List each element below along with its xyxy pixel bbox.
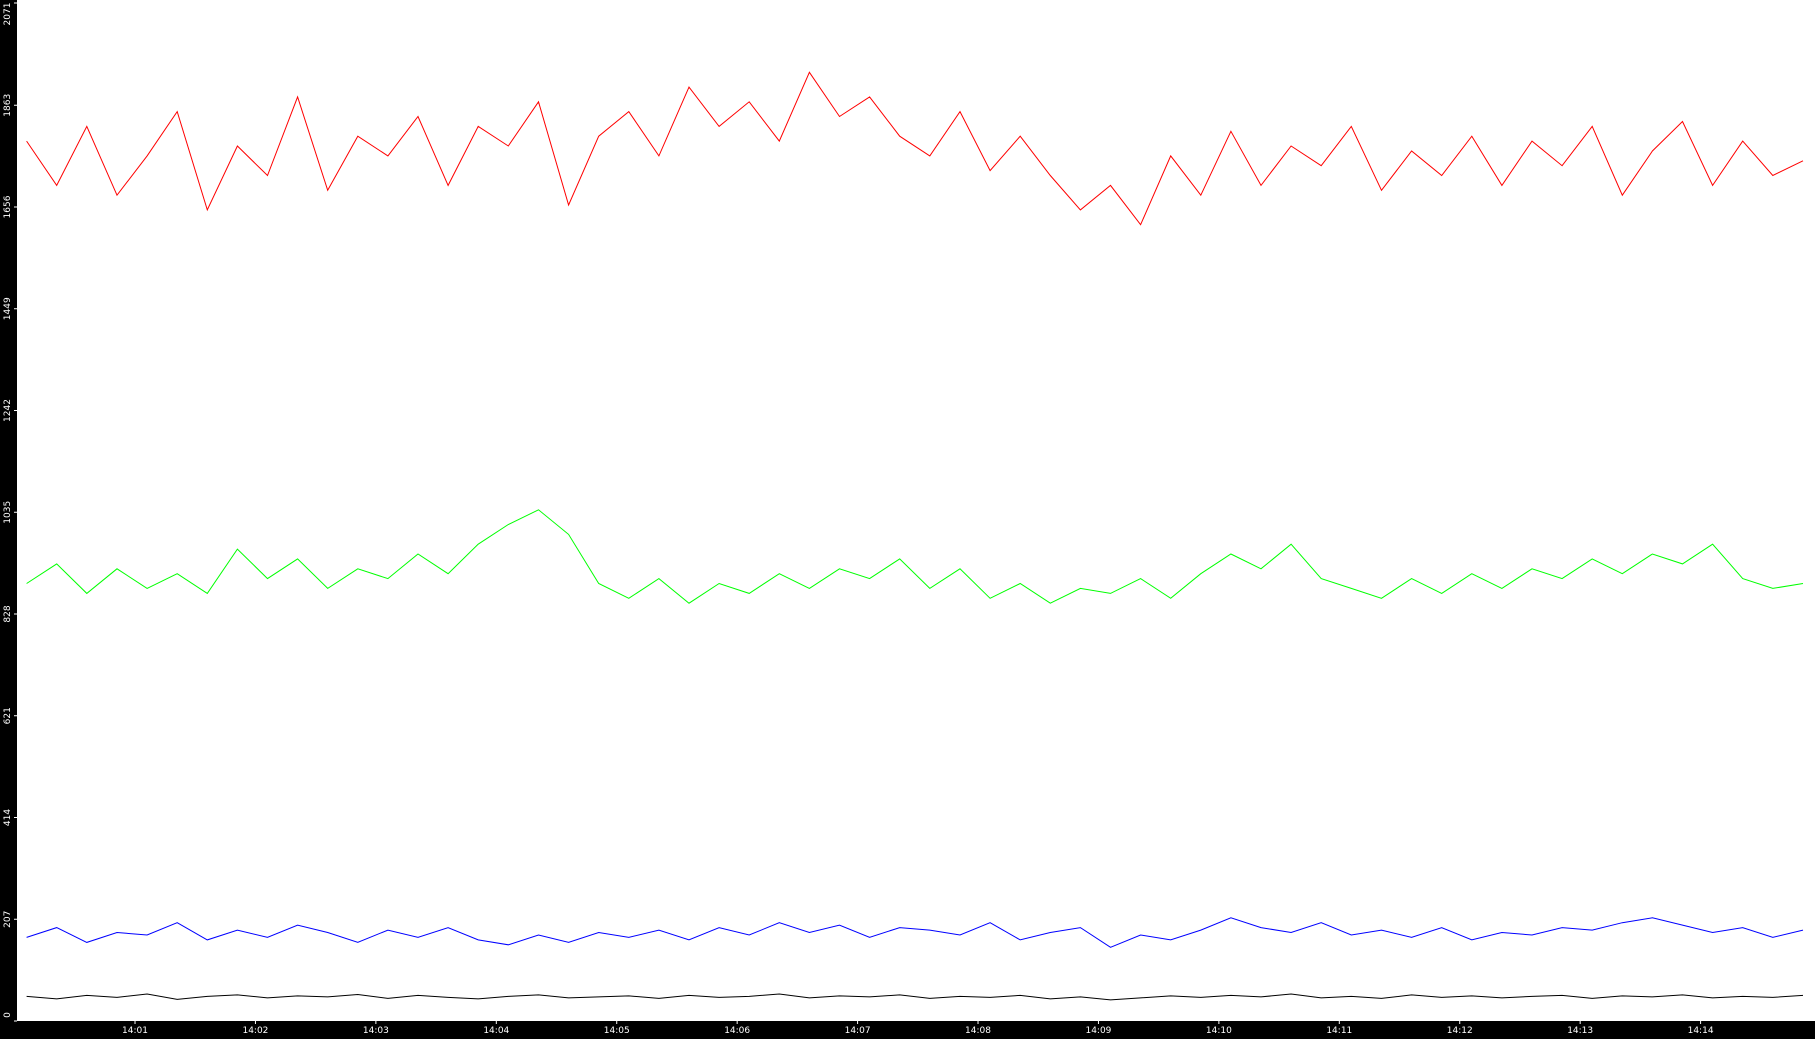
x-tick-label: 14:14 [1688, 1026, 1714, 1036]
x-tick-label: 14:07 [845, 1026, 871, 1036]
y-tick-label: 1656 [3, 195, 13, 218]
x-tick-label: 14:06 [724, 1026, 750, 1036]
series-line [26, 71, 1804, 226]
series-line [26, 993, 1804, 1001]
x-tick-label: 14:05 [604, 1026, 630, 1036]
x-tick-label: 14:11 [1326, 1026, 1352, 1036]
y-tick-label: 414 [3, 809, 13, 826]
y-tick-label: 828 [3, 605, 13, 622]
x-tick-label: 14:12 [1447, 1026, 1473, 1036]
x-tick-label: 14:08 [965, 1026, 991, 1036]
x-tick-label: 14:01 [122, 1026, 148, 1036]
x-tick-label: 14:13 [1567, 1026, 1593, 1036]
x-tick-label: 14:04 [483, 1026, 509, 1036]
x-tick-label: 14:09 [1085, 1026, 1111, 1036]
y-tick-label: 621 [3, 707, 13, 724]
y-tick-label: 1863 [3, 94, 13, 117]
x-tick-label: 14:10 [1206, 1026, 1232, 1036]
y-tick-label: 2071 [3, 3, 13, 26]
series-line [26, 509, 1804, 604]
y-tick-label: 1242 [3, 399, 13, 422]
y-tick-label: 1035 [3, 501, 13, 524]
x-tick-label: 14:03 [363, 1026, 389, 1036]
y-tick-label: 1449 [3, 297, 13, 320]
y-axis-strip [0, 0, 17, 1039]
series-line [26, 917, 1804, 948]
x-axis-strip [0, 1021, 1815, 1039]
y-tick-label: 0 [3, 1012, 13, 1018]
x-tick-label: 14:02 [242, 1026, 268, 1036]
y-tick-label: 207 [3, 911, 13, 928]
